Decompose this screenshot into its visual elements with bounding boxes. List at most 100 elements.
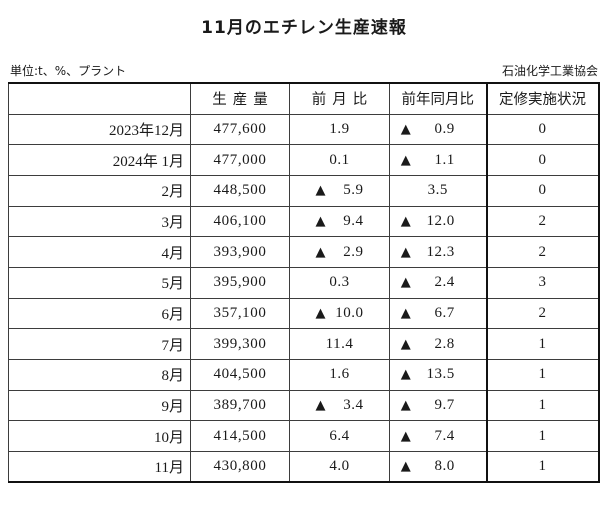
mom-ratio-cell: 6.4: [289, 420, 390, 453]
production-value: 389,700: [190, 389, 290, 422]
month-label: 7月: [8, 328, 191, 360]
mom-ratio: 6.4: [316, 428, 364, 445]
yoy-ratio: ▲ 12.3: [401, 244, 455, 261]
yoy-ratio-cell: ▲ 8.0: [389, 451, 488, 483]
mom-ratio-cell: ▲ 2.9: [289, 236, 390, 268]
col-header-yoy: 前年同月比: [389, 82, 488, 115]
maintenance-count: 0: [486, 113, 599, 146]
maintenance-count: 0: [486, 144, 599, 176]
mom-ratio: ▲ 9.4: [316, 213, 364, 230]
negative-triangle-icon: ▲: [400, 275, 411, 291]
yoy-ratio: ▲ 2.8: [401, 336, 455, 353]
yoy-ratio: ▲ 1.1: [401, 152, 455, 169]
yoy-ratio: ▲ 13.5: [401, 366, 455, 383]
mom-value: 1.9: [329, 120, 350, 137]
maintenance-count: 2: [486, 205, 599, 238]
table-row: 2023年12月 477,600 1.9 ▲ 0.9 0: [8, 113, 599, 146]
mom-ratio-cell: 1.9: [289, 113, 390, 146]
month-label: 3月: [8, 205, 191, 238]
maintenance-count: 3: [486, 266, 599, 299]
mom-ratio: ▲ 5.9: [316, 182, 364, 199]
mom-value: 10.0: [335, 305, 364, 321]
yoy-value: 9.7: [434, 397, 455, 414]
production-value: 395,900: [190, 266, 290, 299]
mom-value: 1.6: [329, 366, 350, 383]
negative-triangle-icon: ▲: [400, 336, 411, 352]
negative-triangle-icon: ▲: [400, 459, 411, 475]
col-header-production: 生産量: [190, 82, 290, 115]
mom-ratio: 1.9: [316, 121, 364, 138]
month-label: 2月: [8, 174, 191, 207]
negative-triangle-icon: ▲: [400, 121, 411, 137]
yoy-ratio-cell: ▲ 6.7: [389, 297, 488, 330]
table-row: 3月 406,100 ▲ 9.4 ▲ 12.0 2: [8, 205, 599, 238]
month-label: 9月: [8, 389, 191, 422]
month-label: 6月: [8, 297, 191, 330]
negative-triangle-icon: ▲: [315, 213, 326, 229]
production-value: 477,000: [190, 144, 290, 176]
mom-ratio-cell: 0.1: [289, 144, 390, 176]
negative-triangle-icon: ▲: [400, 213, 411, 229]
mom-ratio: ▲ 10.0: [316, 305, 364, 322]
yoy-ratio-cell: ▲ 12.3: [389, 236, 488, 268]
page-title: 11月のエチレン生産速報: [201, 18, 407, 38]
table-row: 6月 357,100 ▲ 10.0 ▲ 6.7 2: [8, 297, 599, 330]
mom-ratio-cell: 4.0: [289, 451, 390, 483]
mom-ratio-cell: ▲ 5.9: [289, 174, 390, 207]
yoy-ratio-cell: ▲ 2.8: [389, 328, 488, 360]
maintenance-count: 1: [486, 359, 599, 391]
production-value: 357,100: [190, 297, 290, 330]
mom-value: 9.4: [343, 212, 364, 229]
yoy-ratio: ▲ 8.0: [401, 458, 455, 475]
production-value: 414,500: [190, 420, 290, 453]
month-label: 8月: [8, 359, 191, 391]
production-value: 477,600: [190, 113, 290, 146]
mom-ratio: 0.1: [316, 152, 364, 169]
yoy-ratio: ▲ 6.7: [401, 305, 455, 322]
table-row: 11月 430,800 4.0 ▲ 8.0 1: [8, 451, 599, 483]
mom-ratio-cell: 0.3: [289, 266, 390, 299]
negative-triangle-icon: ▲: [315, 244, 326, 260]
mom-ratio-cell: 1.6: [289, 359, 390, 391]
yoy-value: 8.0: [434, 458, 455, 475]
mom-value: 3.4: [343, 397, 364, 414]
maintenance-count: 1: [486, 451, 599, 483]
negative-triangle-icon: ▲: [400, 306, 411, 321]
yoy-ratio: ▲ 9.7: [401, 397, 455, 414]
mom-value: 11.4: [325, 335, 354, 352]
yoy-ratio: 3.5: [411, 182, 465, 199]
table-row: 9月 389,700 ▲ 3.4 ▲ 9.7 1: [8, 389, 599, 422]
month-label: 11月: [8, 451, 191, 483]
mom-ratio: 11.4: [316, 336, 364, 353]
month-label: 2023年12月: [8, 113, 191, 146]
yoy-ratio-cell: 3.5: [389, 174, 488, 207]
maintenance-count: 0: [486, 174, 599, 207]
mom-value: 0.3: [329, 274, 350, 291]
table-row: 2月 448,500 ▲ 5.9 3.5 0: [8, 174, 599, 207]
mom-ratio: ▲ 3.4: [316, 397, 364, 414]
production-value: 404,500: [190, 359, 290, 391]
mom-ratio-cell: ▲ 10.0: [289, 297, 390, 330]
yoy-value: 12.3: [426, 243, 455, 260]
table-header-row: 生産量 前月比 前年同月比 定修実施状況: [8, 82, 599, 115]
negative-triangle-icon: ▲: [400, 398, 411, 414]
negative-triangle-icon: ▲: [400, 367, 411, 383]
maintenance-count: 1: [486, 389, 599, 422]
maintenance-count: 1: [486, 420, 599, 453]
table-row: 7月 399,300 11.4 ▲ 2.8 1: [8, 328, 599, 360]
month-label: 10月: [8, 420, 191, 453]
yoy-ratio: ▲ 2.4: [401, 274, 455, 291]
mom-ratio-cell: ▲ 9.4: [289, 205, 390, 238]
table-row: 4月 393,900 ▲ 2.9 ▲ 12.3 2: [8, 236, 599, 268]
mom-value: 5.9: [343, 182, 364, 199]
yoy-ratio: ▲ 0.9: [401, 121, 455, 138]
production-value: 448,500: [190, 174, 290, 207]
yoy-value: 0.9: [434, 120, 455, 137]
maintenance-count: 1: [486, 328, 599, 360]
yoy-value: 1.1: [434, 151, 455, 168]
mom-ratio: 4.0: [316, 458, 364, 475]
yoy-ratio-cell: ▲ 0.9: [389, 113, 488, 146]
meta-row: 単位:t、%、プラント 石油化学工業協会: [10, 62, 598, 79]
col-header-mom: 前月比: [289, 82, 390, 115]
yoy-ratio-cell: ▲ 12.0: [389, 205, 488, 238]
